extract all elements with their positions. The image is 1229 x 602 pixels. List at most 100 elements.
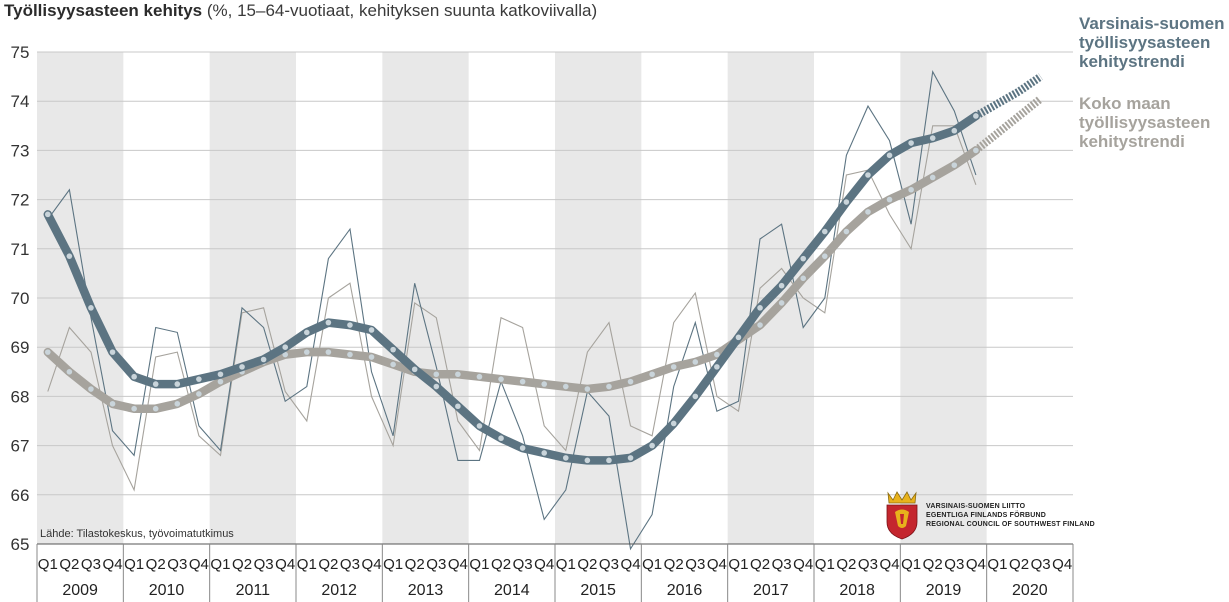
point-regional_trend (476, 423, 483, 429)
point-national_trend (541, 381, 548, 387)
point-national_trend (325, 349, 332, 355)
quarter-label: Q2 (577, 556, 597, 573)
point-regional_trend (562, 455, 569, 461)
point-national_trend (455, 371, 461, 378)
quarter-label: Q4 (1052, 556, 1072, 573)
quarter-label: Q2 (405, 556, 425, 573)
point-regional_trend (88, 305, 94, 311)
quarter-label: Q4 (793, 556, 813, 573)
y-tick-label: 67 (11, 437, 30, 456)
year-label-2010: 2010 (149, 582, 185, 599)
point-regional_trend (303, 329, 310, 336)
point-regional_trend (196, 376, 202, 382)
quarter-label: Q2 (664, 556, 684, 573)
point-national_trend (886, 196, 893, 203)
y-tick-label: 70 (11, 289, 30, 308)
point-regional_trend (865, 172, 871, 178)
point-national_trend (778, 300, 785, 306)
point-national_trend (951, 162, 958, 168)
year-label-2020: 2020 (1012, 582, 1048, 599)
point-national_trend (433, 371, 440, 378)
logo-line-1: VARSINAIS-SUOMEN LIITTO (926, 502, 1026, 510)
point-regional_trend (541, 450, 548, 456)
year-label-2009: 2009 (62, 582, 98, 599)
quarter-label: Q3 (513, 556, 533, 573)
quarter-label: Q1 (469, 556, 489, 573)
point-regional_trend (347, 322, 353, 328)
quarter-label: Q1 (901, 556, 921, 573)
point-regional_trend (584, 457, 591, 464)
year-label-2013: 2013 (408, 582, 444, 599)
point-regional_trend (455, 403, 461, 410)
quarter-label: Q1 (815, 556, 835, 573)
year-label-2011: 2011 (236, 582, 271, 599)
point-regional_trend (843, 199, 850, 205)
point-regional_trend (282, 344, 289, 351)
quarter-label: Q1 (383, 556, 403, 573)
quarter-label: Q4 (189, 556, 209, 573)
point-regional_trend (757, 305, 763, 311)
quarter-label: Q4 (880, 556, 900, 573)
point-regional_trend (929, 135, 936, 141)
quarter-label: Q4 (362, 556, 382, 573)
quarter-label: Q3 (426, 556, 446, 573)
point-regional_trend (217, 371, 224, 378)
point-regional_trend (260, 356, 267, 363)
point-regional_trend (735, 334, 742, 341)
point-regional_trend (498, 435, 504, 442)
logo-line-2: EGENTLIGA FINLANDS FÖRBUND (926, 511, 1047, 519)
point-national_trend (131, 405, 137, 412)
quarter-label: Q2 (836, 556, 856, 573)
point-national_trend (757, 322, 763, 328)
point-regional_trend (519, 445, 526, 451)
legend-regional-trend: Varsinais-suomen työllisyysasteen kehity… (1079, 14, 1225, 71)
quarter-label: Q1 (642, 556, 662, 573)
quarter-label: Q3 (340, 556, 360, 573)
quarter-label: Q1 (728, 556, 748, 573)
quarter-label: Q2 (318, 556, 338, 573)
quarter-label: Q2 (1009, 556, 1029, 573)
y-tick-label: 68 (11, 387, 30, 406)
point-regional_trend (174, 381, 181, 387)
point-regional_trend (649, 442, 655, 449)
point-national_trend (649, 371, 655, 378)
quarter-label: Q2 (923, 556, 943, 573)
point-national_trend (670, 364, 677, 370)
point-national_trend (800, 275, 807, 282)
point-national_trend (282, 351, 289, 358)
year-label-2019: 2019 (926, 582, 962, 599)
point-regional_trend (390, 346, 396, 353)
series-regional_trend (43, 111, 981, 465)
point-regional_trend (627, 455, 634, 461)
y-tick-label: 69 (11, 338, 30, 357)
quarter-label: Q4 (966, 556, 986, 573)
chart-title: Työllisyysasteen kehitys (%, 15–64-vuoti… (4, 1, 597, 21)
year-label-2018: 2018 (839, 582, 875, 599)
y-tick-label: 66 (11, 486, 30, 505)
logo-line-3: REGIONAL COUNCIL OF SOUTHWEST FINLAND (926, 520, 1095, 528)
quarter-label: Q1 (987, 556, 1007, 573)
point-regional_trend (692, 393, 699, 400)
point-national_trend (562, 383, 569, 390)
point-national_trend (843, 228, 850, 235)
legend-national-trend: Koko maan työllisyysasteen kehitystrendi (1079, 94, 1211, 151)
quarter-label: Q3 (685, 556, 705, 573)
point-regional_trend (239, 364, 245, 370)
year-label-2017: 2017 (753, 582, 789, 599)
point-regional_trend (821, 228, 828, 235)
point-regional_trend (131, 373, 137, 380)
quarter-label: Q4 (707, 556, 727, 573)
y-tick-label: 72 (11, 191, 30, 210)
quarter-label: Q4 (103, 556, 123, 573)
point-national_trend (584, 386, 591, 392)
point-national_trend (908, 186, 914, 193)
point-regional_trend (368, 327, 375, 333)
quarter-label: Q4 (621, 556, 641, 573)
point-national_trend (152, 405, 159, 412)
point-national_trend (303, 349, 310, 355)
point-regional_trend (800, 255, 807, 262)
point-national_trend (196, 391, 202, 397)
y-axis: 65 66 67 68 69 70 71 72 73 74 75 (11, 43, 30, 554)
point-national_trend (929, 174, 936, 181)
quarter-label: Q1 (297, 556, 317, 573)
